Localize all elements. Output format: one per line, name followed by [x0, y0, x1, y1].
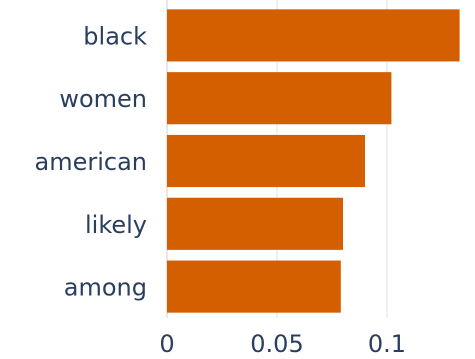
category-label-among: among	[64, 274, 147, 302]
bar-among	[167, 260, 341, 313]
bar-likely	[167, 197, 343, 250]
bars	[167, 9, 460, 313]
bar-women	[167, 72, 392, 125]
bar-american	[167, 134, 365, 188]
x-tick-label-2: 0.1	[368, 330, 406, 358]
x-tick-label-1: 0.05	[250, 330, 303, 358]
category-labels: black women american likely among	[35, 22, 148, 301]
x-tick-label-0: 0	[159, 330, 174, 358]
category-label-women: women	[59, 85, 147, 113]
x-axis-tick-labels: 0 0.05 0.1	[159, 330, 406, 358]
category-label-black: black	[83, 22, 147, 50]
category-label-american: american	[35, 148, 148, 176]
category-label-likely: likely	[85, 211, 147, 239]
bar-black	[167, 9, 460, 62]
